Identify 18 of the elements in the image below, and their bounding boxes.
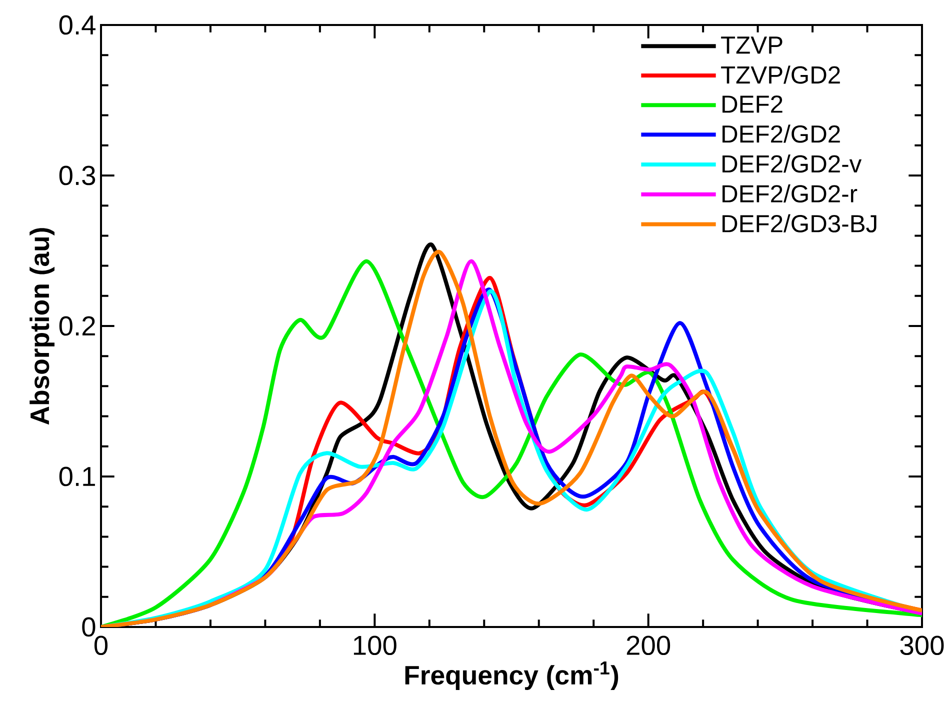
x-tick-label: 300 (900, 636, 944, 656)
legend-label: DEF2/GD2 (722, 124, 840, 143)
x-tick-label: 200 (626, 636, 670, 656)
x-tick-label: 100 (354, 636, 396, 656)
legend-label: TZVP/GD2 (721, 66, 840, 84)
y-tick-label: 0.2 (59, 316, 95, 336)
x-tick-label: 0 (94, 636, 108, 656)
y-tick-label: 0 (82, 617, 96, 637)
x-axis-title: Frequency (cm$^{-1}$) (405, 662, 618, 690)
y-tick-label: 0.3 (59, 166, 96, 186)
y-tick-label: 0.1 (59, 466, 95, 486)
legend-label: DEF2/GD2-r (722, 184, 858, 203)
legend-label: DEF2/GD2-v (722, 154, 862, 173)
legend-label: DEF2 (722, 95, 782, 113)
legend-label: TZVP (721, 36, 782, 54)
y-axis-title: Absorption (au) (30, 228, 54, 425)
y-tick-label: 0.4 (59, 15, 96, 35)
legend-label: DEF2/GD3-BJ (722, 214, 876, 232)
